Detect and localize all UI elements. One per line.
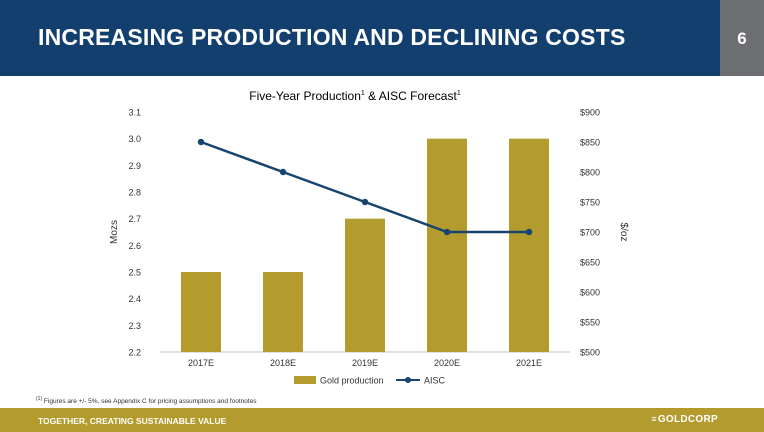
legend-swatch-gold-production <box>294 376 316 384</box>
y-left-tick-label: 2.9 <box>128 161 141 171</box>
y-left-tick-label: 3.0 <box>128 134 141 144</box>
y-left-tick-label: 2.5 <box>128 268 141 278</box>
aisc-point <box>361 198 369 206</box>
y-right-tick-label: $500 <box>580 348 600 358</box>
legend-swatch-aisc-point <box>405 377 411 383</box>
y-left-tick-label: 2.6 <box>128 241 141 251</box>
gold-production-bar <box>427 138 467 352</box>
logo-text: GOLDCORP <box>657 414 718 425</box>
plot-area: 2.2 2.3 2.4 2.5 2.6 2.7 2.8 2.9 3.0 3.1 $500 $550 $6… <box>128 108 600 386</box>
y-right-tick-label: $800 <box>580 168 600 178</box>
page-title: INCREASING PRODUCTION AND DECLINING COST… <box>38 24 626 50</box>
gold-production-bar <box>263 272 303 352</box>
header-bar: INCREASING PRODUCTION AND DECLINING COST… <box>0 0 720 76</box>
logo-mark-icon: ≡ <box>651 414 657 424</box>
x-tick-label: 2021E <box>516 358 542 368</box>
y-left-tick-label: 2.4 <box>128 294 141 304</box>
y-right-tick-label: $750 <box>580 198 600 208</box>
chart-title-sup2: 1 <box>457 90 461 97</box>
aisc-point <box>443 228 451 236</box>
aisc-point <box>279 168 287 176</box>
chart-title: Five-Year Production1 & AISC Forecast1 <box>249 89 461 103</box>
gold-production-bar <box>181 272 221 352</box>
y-right-tick-label: $550 <box>580 318 600 328</box>
y-right-tick-label: $700 <box>580 228 600 238</box>
y-left-tick-label: 2.7 <box>128 214 141 224</box>
aisc-point <box>197 138 205 146</box>
chart-container: Five-Year Production1 & AISC Forecast1 M… <box>0 76 764 406</box>
footnote: (1) Figures are +/- 5%, see Appendix C f… <box>36 396 257 405</box>
footer-bar: TOGETHER, CREATING SUSTAINABLE VALUE ≡GO… <box>0 408 764 432</box>
chart-title-sup1: 1 <box>361 90 365 97</box>
y-left-tick-label: 2.2 <box>128 348 141 358</box>
chart-title-text: Five-Year Production <box>249 89 361 103</box>
x-tick-label: 2018E <box>270 358 296 368</box>
y-right-tick-label: $900 <box>580 108 600 118</box>
gold-production-bar <box>509 138 549 352</box>
y-right-tick-label: $600 <box>580 288 600 298</box>
aisc-line <box>200 140 529 234</box>
aisc-point <box>525 228 533 236</box>
y-axis-left-label: Mozs <box>109 220 120 244</box>
y-left-tick-label: 2.8 <box>128 188 141 198</box>
y-right-tick-label: $850 <box>580 138 600 148</box>
y-left-tick-label: 2.3 <box>128 321 141 331</box>
x-tick-label: 2020E <box>434 358 460 368</box>
footnote-marker: (1) <box>36 396 43 402</box>
chart-title-mid: & AISC Forecast <box>365 89 458 103</box>
x-tick-label: 2017E <box>188 358 214 368</box>
y-right-tick-label: $650 <box>580 258 600 268</box>
page-number-box: 6 <box>720 0 764 76</box>
page-number: 6 <box>737 29 747 48</box>
legend-label-aisc: AISC <box>424 376 446 386</box>
goldcorp-logo: ≡GOLDCORP <box>651 414 718 425</box>
legend-label-gold-production: Gold production <box>320 376 384 386</box>
y-left-tick-label: 3.1 <box>128 108 141 118</box>
production-aisc-chart: Five-Year Production1 & AISC Forecast1 M… <box>109 89 629 386</box>
y-axis-right-label: $/oz <box>618 223 629 242</box>
gold-production-bar <box>345 218 385 352</box>
footer-tagline: TOGETHER, CREATING SUSTAINABLE VALUE <box>38 416 227 426</box>
footnote-text: Figures are +/- 5%, see Appendix C for p… <box>42 398 257 406</box>
x-tick-label: 2019E <box>352 358 378 368</box>
